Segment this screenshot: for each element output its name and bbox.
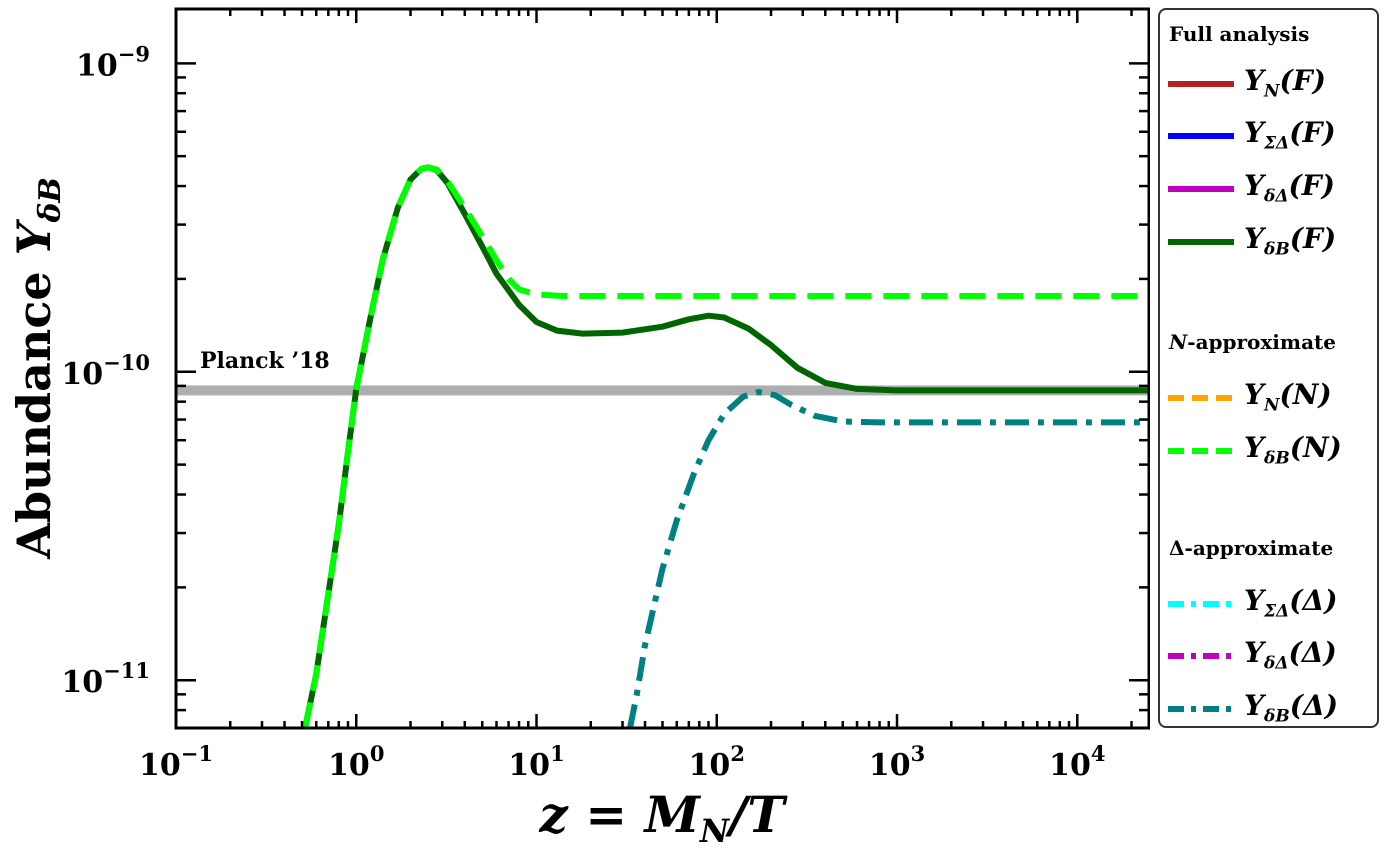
legend-swatch [1168, 653, 1234, 659]
legend-heading: Full analysis [1169, 22, 1310, 46]
legend-label: YδB(F) [1244, 222, 1337, 260]
planck-band-group [176, 385, 1149, 396]
legend-swatch [1168, 186, 1234, 192]
legend-entry: YN(F) [1166, 62, 1374, 102]
legend-swatch [1168, 395, 1234, 401]
legend-swatch [1168, 601, 1234, 607]
legend-label: YΣΔ(F) [1244, 116, 1336, 154]
legend-label: YN(F) [1244, 64, 1326, 102]
legend-label: YδΔ(Δ) [1244, 636, 1337, 674]
y-tick-label: 10−11 [61, 658, 150, 700]
y-tick-labels: 10−11 10−10 10−9 [61, 41, 150, 700]
y-tick-label: 10−10 [61, 350, 150, 392]
legend-entry: YN(N) [1166, 376, 1374, 416]
legend-entry: YδB(Δ) [1166, 687, 1374, 727]
x-tick-label: 104 [1049, 741, 1105, 783]
legend-heading: Δ-approximate [1169, 536, 1334, 560]
chart: 10−1 100 101 102 103 104 10−11 10−10 10−9 Planc… [7, 7, 1150, 850]
x-tick-label: 100 [328, 741, 384, 783]
x-tick-label: 102 [689, 741, 745, 783]
x-tick-label: 10−1 [139, 741, 213, 783]
legend-entry: YΣΔ(F) [1166, 114, 1374, 154]
y-axis-title: Abundance YδB [7, 177, 68, 560]
legend-label: YδB(N) [1244, 431, 1342, 469]
legend-label: YδΔ(F) [1244, 169, 1335, 207]
legend-label: YΣΔ(Δ) [1244, 584, 1338, 622]
x-tick-label: 103 [869, 741, 925, 783]
y-tick-label: 10−9 [76, 41, 150, 83]
x-tick-labels: 10−1 100 101 102 103 104 [139, 741, 1105, 783]
x-axis-title: z = MN/T [538, 785, 788, 850]
series-line-y-b- [627, 389, 1149, 729]
legend-swatch [1168, 706, 1234, 712]
legend-label: YN(N) [1244, 378, 1332, 416]
series-line-y-b-n- [302, 164, 1149, 729]
legend-label: YδB(Δ) [1244, 689, 1338, 727]
legend-swatch [1168, 133, 1234, 139]
legend-entry: YΣΔ(Δ) [1166, 582, 1374, 622]
legend: Full analysis YN(F) YΣΔ(F) YδΔ(F) YδB(F) N-ap… [1158, 8, 1379, 728]
x-tick-label: 101 [508, 741, 564, 783]
legend-swatch [1168, 448, 1234, 454]
legend-entry: YδB(N) [1166, 429, 1374, 469]
planck-band [176, 385, 1149, 396]
planck-label: Planck ’18 [200, 348, 330, 374]
plot-area-background [176, 9, 1149, 728]
legend-swatch [1168, 81, 1234, 87]
legend-entry: YδΔ(Δ) [1166, 634, 1374, 674]
legend-heading: N-approximate [1169, 330, 1336, 354]
plot-frame [174, 7, 1150, 730]
legend-entry: YδB(F) [1166, 220, 1374, 260]
legend-entry: YδΔ(F) [1166, 167, 1374, 207]
legend-swatch [1168, 239, 1234, 245]
series-group [302, 164, 1149, 729]
